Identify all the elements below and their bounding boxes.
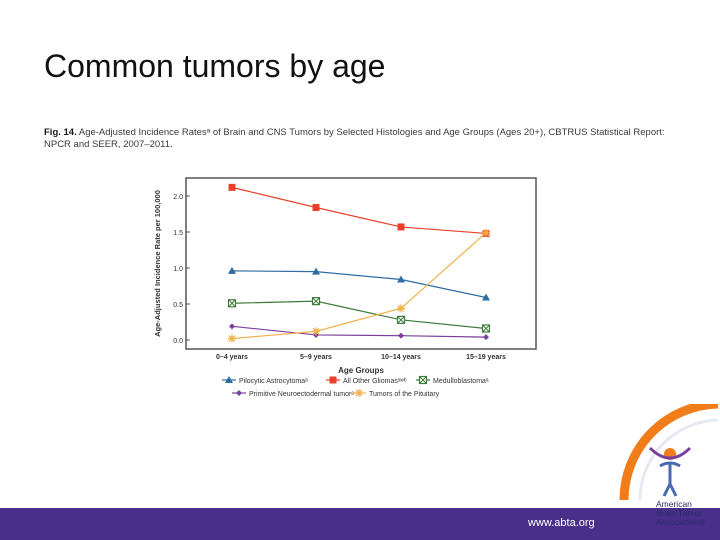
abta-logo-icon bbox=[619, 404, 719, 501]
series-1-point-2 bbox=[397, 223, 405, 231]
x-tick-label-3: 15–19 years bbox=[466, 354, 506, 361]
series-3-point-3 bbox=[483, 334, 489, 341]
series-2-point-2 bbox=[396, 315, 406, 324]
x-axis-label: Age Groups bbox=[338, 366, 384, 375]
series-line-0 bbox=[231, 270, 487, 299]
series-1-point-0 bbox=[228, 183, 236, 191]
x-tick-label-0: 0–4 years bbox=[216, 354, 248, 361]
series-0-point-2 bbox=[397, 275, 405, 283]
y-tick-label-2: 1.0 bbox=[173, 266, 183, 273]
series-0-point-3 bbox=[482, 293, 490, 301]
y-tick-label-3: 1.5 bbox=[173, 230, 183, 237]
abta-logo-text: American Brain Tumor Association® bbox=[656, 500, 720, 527]
legend-marker-1 bbox=[329, 376, 337, 384]
y-axis-label: Age-Adjusted Incidence Rate per 100,000 bbox=[153, 190, 162, 337]
legend-marker-4 bbox=[355, 389, 363, 397]
legend-marker-3 bbox=[236, 390, 242, 396]
x-tick-label-1: 5–9 years bbox=[300, 354, 332, 361]
series-line-2 bbox=[231, 300, 487, 330]
series-2-point-0 bbox=[227, 299, 237, 308]
legend-label-0: Pilocytic Astrocytomaᵃ bbox=[239, 378, 308, 385]
x-tick-label-2: 10–14 years bbox=[381, 354, 421, 361]
figure-caption-label: Fig. 14. bbox=[44, 127, 77, 138]
series-line-4 bbox=[231, 232, 487, 340]
logo-line-3: Association® bbox=[656, 517, 706, 527]
logo-line-1: American bbox=[656, 499, 692, 509]
series-3-point-2 bbox=[398, 332, 404, 339]
y-tick-label-0: 0.0 bbox=[173, 338, 183, 345]
legend-label-2: Medulloblastomaᵃ bbox=[433, 378, 489, 385]
series-0-point-1 bbox=[312, 267, 320, 275]
series-line-3 bbox=[231, 325, 487, 338]
series-2-point-1 bbox=[311, 297, 321, 306]
series-3-point-0 bbox=[229, 323, 235, 330]
legend-label-3: Primitive Neuroectodermal tumorᵃ bbox=[249, 391, 354, 398]
series-1-point-1 bbox=[312, 204, 320, 212]
series-4-point-0 bbox=[228, 334, 236, 343]
footer-url[interactable]: www.abta.org bbox=[528, 517, 595, 529]
slide-title: Common tumors by age bbox=[44, 48, 386, 84]
series-4-point-2 bbox=[397, 304, 405, 313]
figure-caption-text: Age-Adjusted Incidence Ratesᵃ of Brain a… bbox=[44, 127, 665, 150]
legend-marker-2 bbox=[418, 375, 428, 385]
series-4-point-3 bbox=[482, 228, 490, 237]
y-tick-label-1: 0.5 bbox=[173, 302, 183, 309]
plot-frame bbox=[185, 177, 537, 350]
series-2-point-3 bbox=[481, 324, 491, 333]
series-line-1 bbox=[231, 186, 487, 235]
logo-line-2: Brain Tumor bbox=[656, 508, 703, 518]
y-tick-label-4: 2.0 bbox=[173, 194, 183, 201]
legend-label-4: Tumors of the Pituitary bbox=[369, 391, 440, 398]
footer-bar bbox=[0, 508, 720, 540]
series-4-point-1 bbox=[312, 327, 320, 336]
legend-marker-0 bbox=[225, 376, 233, 383]
legend-label-1: All Other Gliomasᵃʷᵇ bbox=[343, 378, 407, 385]
series-0-point-0 bbox=[228, 266, 236, 274]
figure-caption: Fig. 14. Age-Adjusted Incidence Ratesᵃ o… bbox=[44, 127, 694, 151]
